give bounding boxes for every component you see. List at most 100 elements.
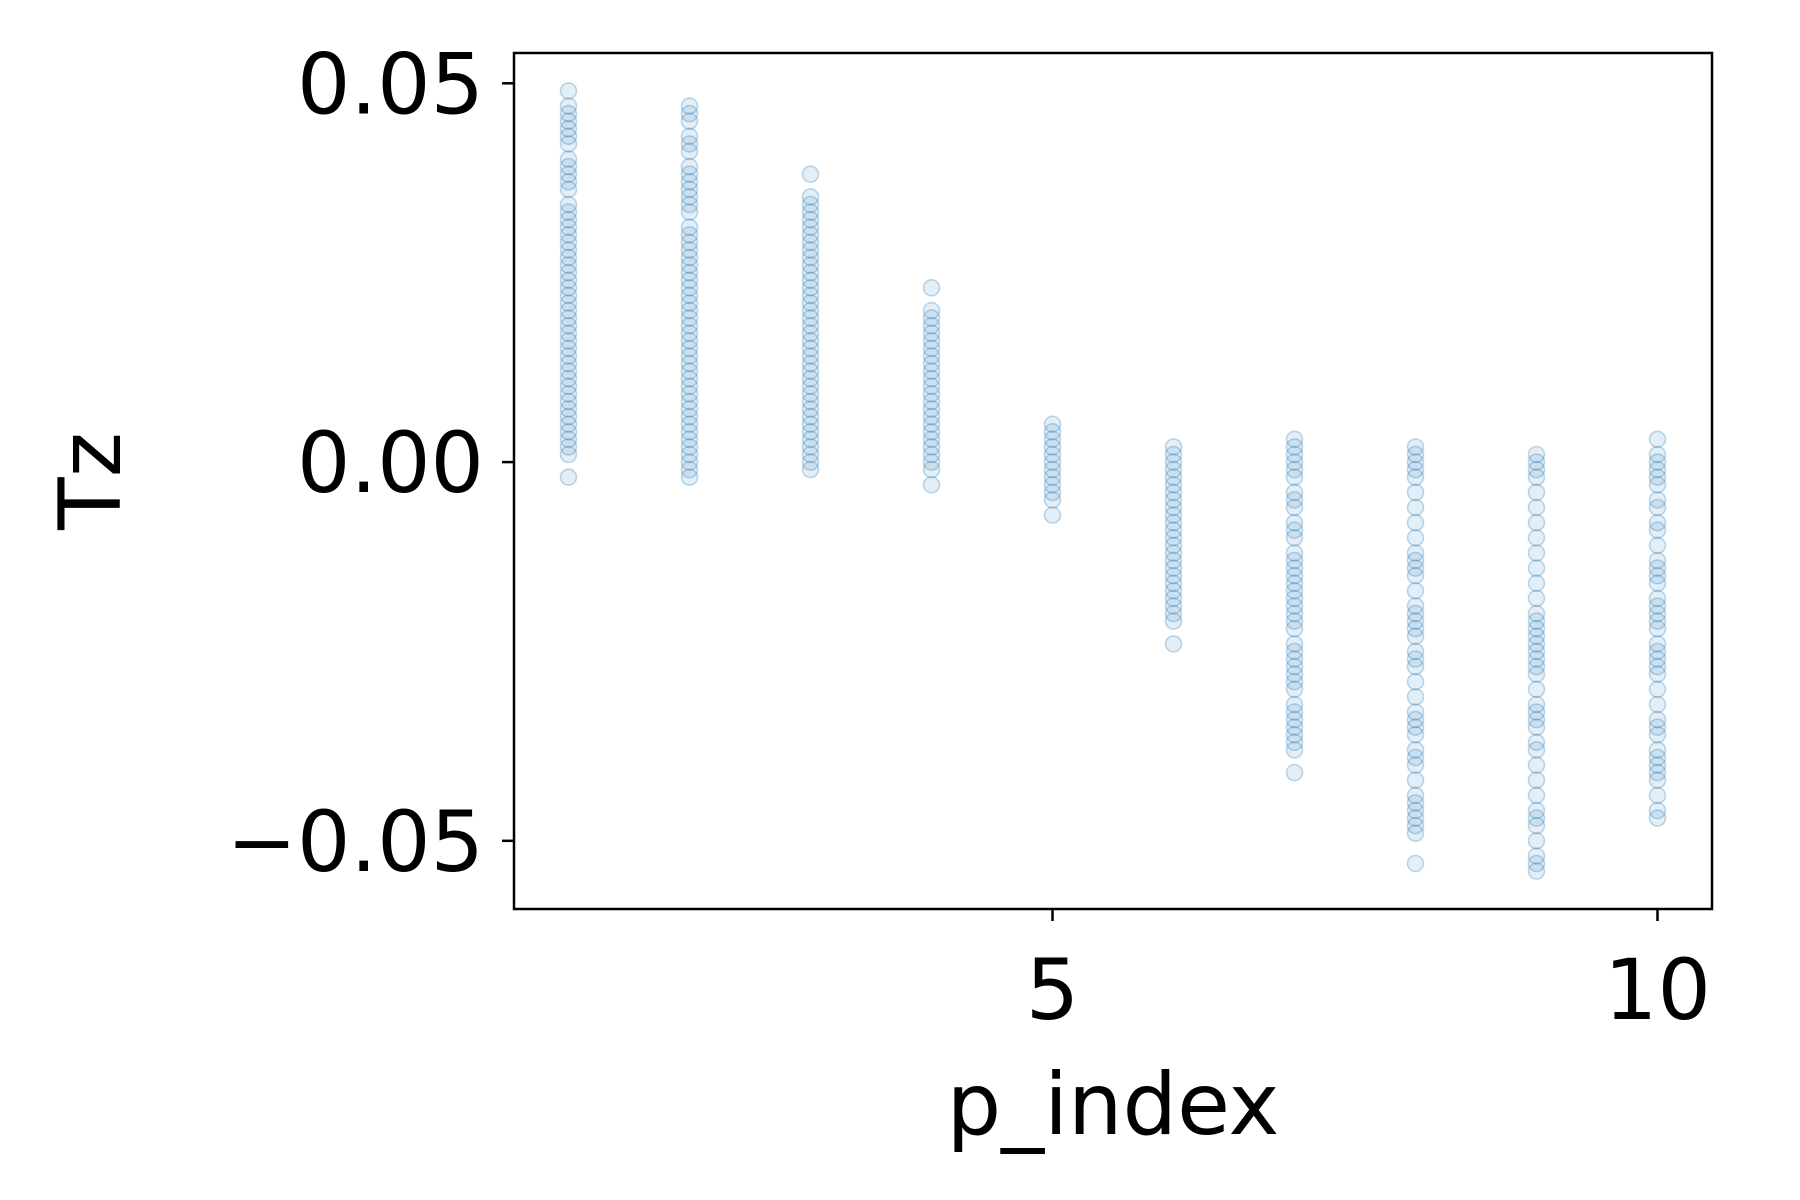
data-point-x7-37 [1285, 763, 1304, 782]
data-point-x3-36 [801, 453, 820, 471]
data-point-x9-19 [1527, 657, 1546, 676]
data-point-x6-8 [1164, 498, 1183, 517]
data-point-x1-43 [559, 430, 578, 449]
data-point-x10-19 [1648, 619, 1667, 638]
data-point-x6-6 [1164, 483, 1183, 502]
data-point-x1-35 [559, 369, 578, 388]
data-point-x9-3 [1527, 468, 1546, 487]
data-point-x10-9 [1648, 521, 1667, 540]
data-point-x6-23 [1164, 612, 1183, 630]
data-point-x8-11 [1406, 559, 1425, 577]
data-point-x10-15 [1648, 589, 1667, 608]
data-point-x7-32 [1285, 710, 1304, 729]
data-point-x2-32 [680, 362, 699, 381]
data-point-x1-33 [559, 354, 578, 373]
data-point-x3-34 [801, 438, 820, 456]
data-point-x3-30 [801, 407, 820, 426]
data-point-x8-2 [1406, 453, 1425, 471]
data-point-x5-5 [1043, 453, 1062, 471]
data-point-x2-44 [680, 453, 699, 471]
data-point-x9-17 [1527, 642, 1546, 661]
data-point-x10-31 [1648, 748, 1667, 767]
data-point-x7-8 [1285, 498, 1304, 517]
data-point-x4-10 [922, 369, 941, 388]
data-point-x2-11 [680, 195, 699, 214]
data-point-x1-46 [559, 468, 578, 487]
data-point-x8-21 [1406, 657, 1425, 676]
data-point-x3-5 [801, 218, 820, 236]
data-point-x2-20 [680, 271, 699, 290]
data-point-x1-20 [559, 256, 578, 274]
data-point-x8-6 [1406, 498, 1425, 517]
data-point-x9-34 [1527, 831, 1546, 850]
data-point-x2-15 [680, 233, 699, 252]
data-point-x3-24 [801, 362, 820, 381]
data-point-x3-35 [801, 445, 820, 464]
data-point-x10-32 [1648, 756, 1667, 774]
data-point-x6-22 [1164, 604, 1183, 623]
data-point-x1-6 [559, 135, 578, 153]
data-point-x10-13 [1648, 566, 1667, 585]
data-point-x4-23 [922, 475, 941, 494]
data-point-x2-8 [680, 173, 699, 191]
data-point-x2-31 [680, 354, 699, 373]
data-point-x10-1 [1648, 445, 1667, 464]
data-point-x10-22 [1648, 650, 1667, 668]
data-point-x8-30 [1406, 756, 1425, 774]
data-point-x8-23 [1406, 688, 1425, 706]
data-point-x3-12 [801, 271, 820, 290]
data-point-x7-28 [1285, 672, 1304, 691]
data-point-x10-8 [1648, 513, 1667, 532]
data-point-x3-32 [801, 422, 820, 441]
data-point-x10-2 [1648, 453, 1667, 471]
data-point-x8-32 [1406, 786, 1425, 805]
data-point-x3-20 [801, 332, 820, 350]
data-point-x10-16 [1648, 597, 1667, 615]
data-point-x3-7 [801, 233, 820, 252]
data-point-x1-27 [559, 309, 578, 327]
data-point-x5-2 [1043, 430, 1062, 449]
data-point-x4-5 [922, 332, 941, 350]
data-point-x8-37 [1406, 824, 1425, 843]
data-point-x2-17 [680, 248, 699, 267]
y-tick-label-0: −0.05 [227, 793, 484, 891]
data-point-x1-29 [559, 324, 578, 343]
data-point-x6-9 [1164, 506, 1183, 524]
data-point-x1-22 [559, 271, 578, 290]
data-point-x7-20 [1285, 604, 1304, 623]
data-point-x7-29 [1285, 680, 1304, 699]
data-point-x9-1 [1527, 453, 1546, 471]
data-point-x9-25 [1527, 718, 1546, 737]
data-point-x4-6 [922, 339, 941, 358]
data-point-x1-37 [559, 385, 578, 403]
data-point-x2-23 [680, 294, 699, 312]
data-point-x1-16 [559, 226, 578, 244]
data-point-x4-18 [922, 430, 941, 449]
data-point-x10-14 [1648, 574, 1667, 593]
data-point-x4-12 [922, 385, 941, 403]
data-point-x2-13 [680, 218, 699, 236]
data-point-x2-34 [680, 377, 699, 396]
data-point-x1-18 [559, 241, 578, 259]
data-point-x9-7 [1527, 528, 1546, 547]
data-point-x7-0 [1285, 430, 1304, 449]
data-point-x9-24 [1527, 710, 1546, 729]
data-point-x8-33 [1406, 794, 1425, 812]
data-point-x2-22 [680, 286, 699, 305]
data-point-x9-11 [1527, 589, 1546, 608]
data-point-x2-19 [680, 263, 699, 282]
data-point-x3-11 [801, 263, 820, 282]
data-point-x7-12 [1285, 544, 1304, 562]
data-point-x1-34 [559, 362, 578, 381]
data-point-x7-11 [1285, 528, 1304, 547]
data-point-x1-7 [559, 150, 578, 168]
data-point-x6-17 [1164, 566, 1183, 585]
data-point-x10-20 [1648, 635, 1667, 653]
data-point-x1-30 [559, 332, 578, 350]
data-point-x5-6 [1043, 460, 1062, 479]
data-point-x5-1 [1043, 422, 1062, 441]
data-point-x8-35 [1406, 809, 1425, 827]
data-point-x2-12 [680, 203, 699, 221]
data-point-x2-21 [680, 278, 699, 297]
data-point-x7-36 [1285, 741, 1304, 759]
